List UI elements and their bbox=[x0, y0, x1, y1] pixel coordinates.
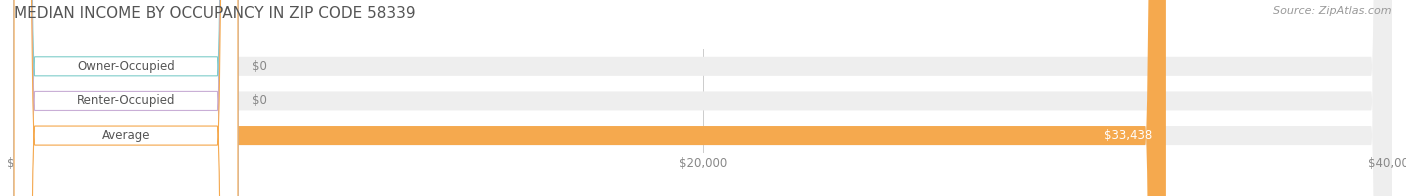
Text: Average: Average bbox=[101, 129, 150, 142]
FancyBboxPatch shape bbox=[14, 0, 238, 196]
Text: $33,438: $33,438 bbox=[1104, 129, 1152, 142]
Text: Owner-Occupied: Owner-Occupied bbox=[77, 60, 174, 73]
FancyBboxPatch shape bbox=[14, 0, 1392, 196]
FancyBboxPatch shape bbox=[14, 0, 238, 196]
FancyBboxPatch shape bbox=[14, 0, 1392, 196]
FancyBboxPatch shape bbox=[14, 0, 238, 196]
Text: $0: $0 bbox=[252, 94, 267, 107]
Text: MEDIAN INCOME BY OCCUPANCY IN ZIP CODE 58339: MEDIAN INCOME BY OCCUPANCY IN ZIP CODE 5… bbox=[14, 6, 416, 21]
Text: Source: ZipAtlas.com: Source: ZipAtlas.com bbox=[1274, 6, 1392, 16]
Text: $0: $0 bbox=[252, 60, 267, 73]
FancyBboxPatch shape bbox=[14, 0, 1166, 196]
FancyBboxPatch shape bbox=[14, 0, 1392, 196]
Text: Renter-Occupied: Renter-Occupied bbox=[77, 94, 176, 107]
